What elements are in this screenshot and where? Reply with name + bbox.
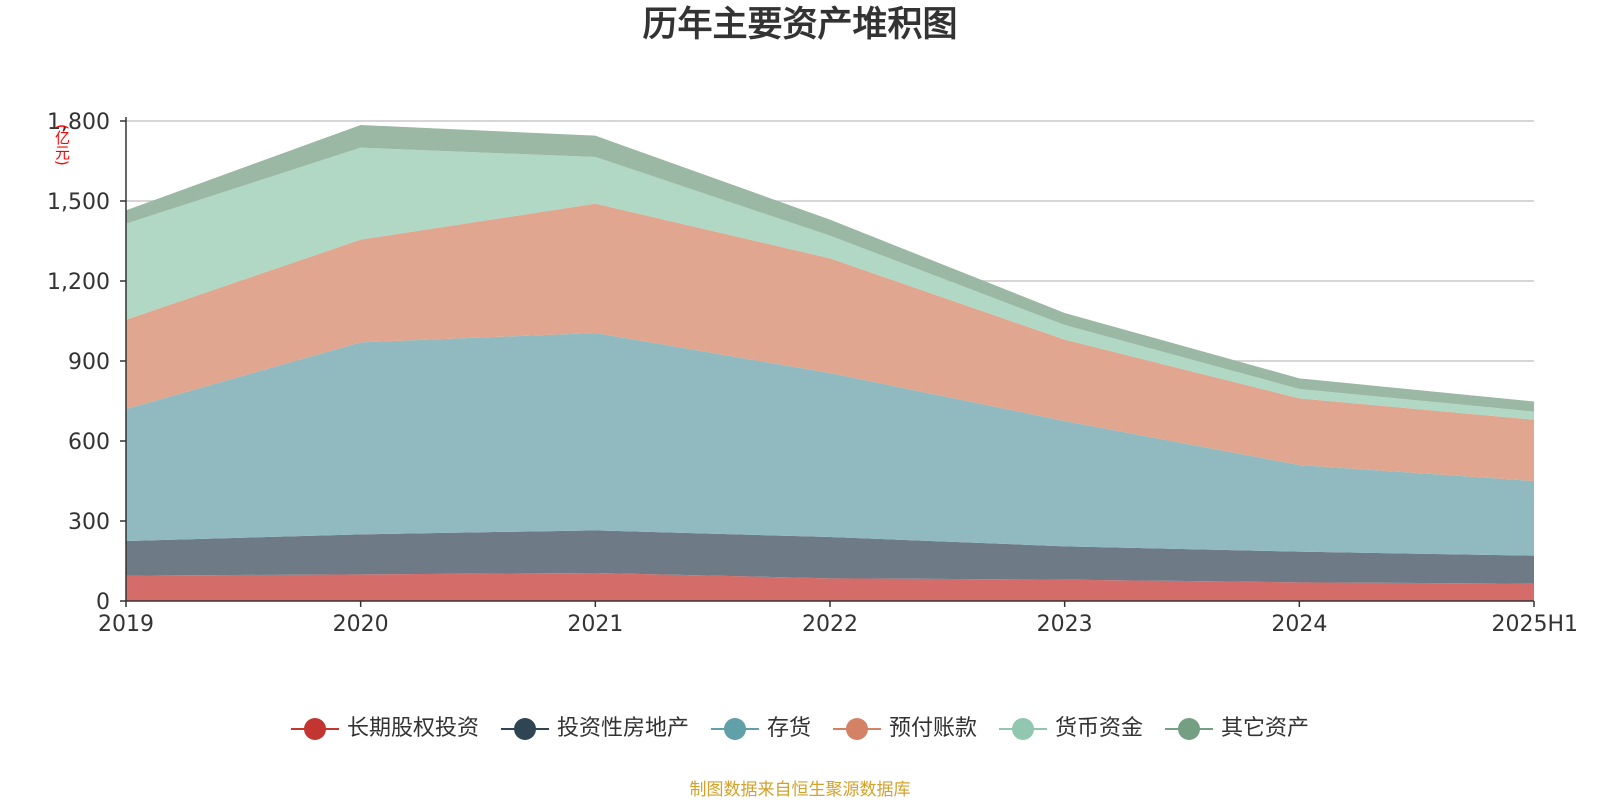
x-tick-label: 2019 <box>98 612 154 637</box>
axes: 0 300 600 900 1,200 1,500 1,800 2019 2020 2021 202… <box>47 110 1578 637</box>
y-tick-label: 900 <box>68 350 110 375</box>
legend-label: 货币资金 <box>1055 716 1144 741</box>
legend-marker-icon <box>290 717 339 741</box>
legend-marker-icon <box>833 717 881 741</box>
y-tick-label: 300 <box>68 510 110 535</box>
x-tick-label: 2024 <box>1271 612 1327 637</box>
legend-item-3[interactable]: 存货 <box>710 716 811 742</box>
area-series-1 <box>126 573 1534 601</box>
legend-label: 预付账款 <box>889 716 978 741</box>
x-tick-label: 2022 <box>802 612 858 637</box>
x-tick-label: 2020 <box>333 612 389 637</box>
x-tick-label: 2025H1 <box>1491 612 1578 637</box>
legend-item-5[interactable]: 货币资金 <box>999 716 1143 742</box>
legend-label: 长期股权投资 <box>346 716 479 741</box>
y-tick-label: 1,800 <box>47 110 110 135</box>
area-series <box>126 125 1534 601</box>
y-tick-label: 600 <box>68 430 110 455</box>
legend-item-2[interactable]: 投资性房地产 <box>500 716 689 742</box>
legend-label: 存货 <box>766 716 811 741</box>
y-tick-label: 0 <box>96 590 110 615</box>
chart-title: 历年主要资产堆积图 <box>642 5 958 45</box>
legend-item-6[interactable]: 其它资产 <box>1165 716 1309 742</box>
chart-legend: 长期股权投资 投资性房地产 存货 预付账款 货币资金 其它资产 <box>0 716 1600 742</box>
x-tick-label: 2023 <box>1037 612 1093 637</box>
legend-label: 投资性房地产 <box>556 716 689 741</box>
x-tick-label: 2021 <box>567 612 623 637</box>
y-tick-label: 1,500 <box>47 190 110 215</box>
legend-marker-icon <box>710 717 759 741</box>
legend-marker-icon <box>500 717 549 741</box>
area-series-5 <box>126 147 1534 420</box>
legend-item-4[interactable]: 预付账款 <box>833 716 977 742</box>
area-series-3 <box>126 333 1534 556</box>
y-axis-unit-label: (亿元) <box>53 124 71 166</box>
y-tick-label: 1,200 <box>47 270 110 295</box>
legend-item-1[interactable]: 长期股权投资 <box>290 716 479 742</box>
area-series-2 <box>126 530 1534 584</box>
source-note: 制图数据来自恒生聚源数据库 <box>689 780 911 800</box>
legend-marker-icon <box>1165 717 1214 741</box>
legend-marker-icon <box>999 717 1048 741</box>
area-series-4 <box>126 203 1534 481</box>
legend-label: 其它资产 <box>1221 716 1310 741</box>
